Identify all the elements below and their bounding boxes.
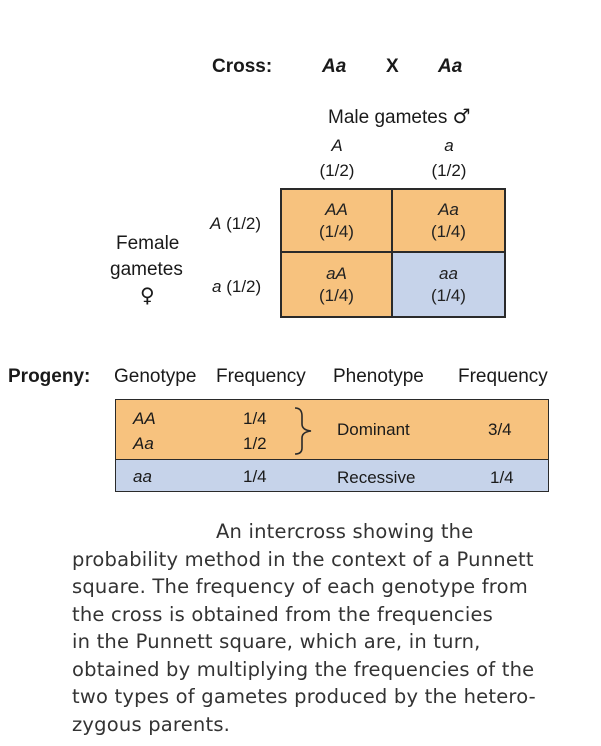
female-gametes-title-line2: gametes [110, 259, 183, 280]
parent2-genotype: Aa [438, 56, 463, 77]
punnett-cell-freq: (1/4) [431, 221, 466, 241]
male-gamete-A-allele: A [331, 136, 343, 155]
progeny-freq-aa: 1/4 [243, 467, 267, 486]
caption-line: square. The frequency of each genotype f… [72, 575, 528, 598]
parent1-genotype: Aa [322, 56, 347, 77]
punnett-square: AA (1/4) Aa (1/4) aA (1/4) aa (1/4) [280, 188, 506, 318]
male-symbol-icon: ♂ [452, 104, 471, 128]
punnett-cell-aa: aa (1/4) [393, 253, 504, 316]
female-gamete-a: a (1/2) [212, 277, 261, 297]
phenotype-dominant-freq: 3/4 [488, 420, 512, 439]
punnett-cell-AA: AA (1/4) [282, 190, 393, 253]
header-phenotype: Phenotype [333, 366, 424, 387]
header-genotype: Genotype [114, 366, 197, 387]
male-gametes-label: Male gametes [328, 107, 448, 128]
female-gamete-A-freq: (1/2) [226, 214, 262, 233]
punnett-cell-Aa: Aa (1/4) [393, 190, 504, 253]
caption-line: probability method in the context of a P… [72, 547, 534, 571]
punnett-cell-genotype: Aa [438, 199, 459, 219]
punnett-cell-freq: (1/4) [319, 285, 354, 305]
progeny-freq-Aa: 1/2 [243, 434, 267, 453]
progeny-genotype-Aa: Aa [133, 434, 154, 453]
punnett-cell-freq: (1/4) [431, 285, 466, 305]
male-gametes-title: Male gametes ♂ [328, 104, 471, 129]
punnett-cell-genotype: aa [439, 263, 458, 283]
progeny-genotype-aa: aa [133, 467, 152, 486]
caption-line: two types of gametes produced by the het… [72, 685, 536, 708]
female-symbol-icon: ♀ [140, 283, 155, 307]
figure-caption: An intercross showing the probability me… [72, 518, 592, 738]
progeny-table: AA 1/4 Aa 1/2 Dominant 3/4 aa 1/4 Recess… [115, 399, 549, 492]
female-gamete-A: A (1/2) [210, 214, 261, 234]
header-frequency: Frequency [216, 366, 306, 387]
punnett-cell-genotype: aA [326, 263, 347, 283]
caption-line: An intercross showing the [216, 520, 474, 543]
progeny-freq-AA: 1/4 [243, 409, 267, 428]
phenotype-dominant: Dominant [337, 420, 410, 439]
caption-line: the cross is obtained from the frequenci… [72, 602, 494, 626]
recessive-section [116, 460, 548, 491]
phenotype-recessive-freq: 1/4 [490, 468, 514, 487]
female-gamete-a-allele: a [212, 277, 222, 296]
header-phenotype-frequency: Frequency [458, 366, 548, 387]
male-gamete-a-freq: (1/2) [431, 161, 467, 180]
progeny-label: Progeny: [8, 366, 91, 387]
punnett-cell-genotype: AA [325, 199, 348, 219]
caption-line: zygous parents. [72, 712, 231, 736]
caption-line: in the Punnett square, which are, in tur… [72, 630, 481, 653]
punnett-cell-aA: aA (1/4) [282, 253, 393, 316]
punnett-cell-freq: (1/4) [319, 221, 354, 241]
brace-icon [294, 407, 312, 455]
female-gametes-title-line1: Female [116, 233, 180, 254]
male-gamete-A-freq: (1/2) [319, 161, 355, 180]
cross-label: Cross: [212, 56, 273, 77]
female-gamete-A-allele: A [210, 214, 222, 233]
dominant-section [116, 400, 548, 460]
phenotype-recessive: Recessive [337, 468, 416, 487]
progeny-genotype-AA: AA [133, 409, 156, 428]
caption-line: obtained by multiplying the frequencies … [72, 657, 535, 681]
cross-x-symbol: X [386, 56, 399, 77]
male-gamete-a-allele: a [444, 136, 454, 155]
female-gamete-a-freq: (1/2) [226, 277, 262, 296]
